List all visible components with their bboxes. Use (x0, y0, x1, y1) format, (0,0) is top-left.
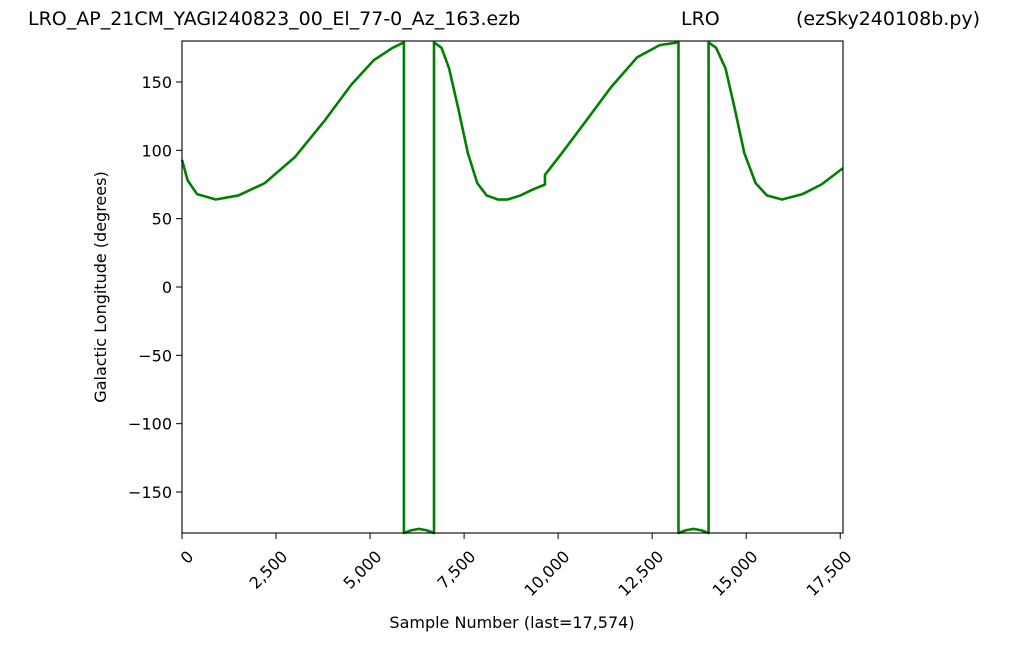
data-series (180, 41, 844, 535)
plot-frame (181, 40, 844, 534)
x-axis-label: Sample Number (last=17,574) (389, 613, 634, 632)
y-tick-label: 50 (152, 210, 172, 229)
y-tick-label: −100 (128, 415, 172, 434)
x-tick-label: 0 (177, 547, 198, 568)
x-tick-label: 2,500 (246, 547, 292, 593)
x-tick-label: 10,000 (520, 547, 573, 600)
y-axis-label: Galactic Longitude (degrees) (91, 171, 110, 402)
x-tick-label: 12,500 (614, 547, 667, 600)
x-tick-label: 5,000 (340, 547, 386, 593)
y-tick-label: −150 (128, 483, 172, 502)
x-tick-label: 17,500 (803, 547, 856, 600)
chart-script-label: (ezSky240108b.py) (796, 8, 981, 30)
y-tick-label: 100 (141, 141, 172, 160)
y-tick-label: −50 (138, 346, 172, 365)
series-line (180, 41, 844, 535)
x-tick-label: 7,500 (434, 547, 480, 593)
x-axis-ticks: 0 2,500 5,000 7,500 10,000 12,500 15,000 17,500 (177, 533, 856, 600)
y-axis-ticks: 150 100 50 0 −50 −100 −150 (128, 73, 182, 502)
chart-site-label: LRO (681, 8, 720, 30)
y-tick-label: 0 (162, 278, 172, 297)
y-tick-label: 150 (141, 73, 172, 92)
chart-title: LRO_AP_21CM_YAGI240823_00_El_77-0_Az_163… (28, 8, 521, 30)
x-tick-label: 15,000 (708, 547, 761, 600)
